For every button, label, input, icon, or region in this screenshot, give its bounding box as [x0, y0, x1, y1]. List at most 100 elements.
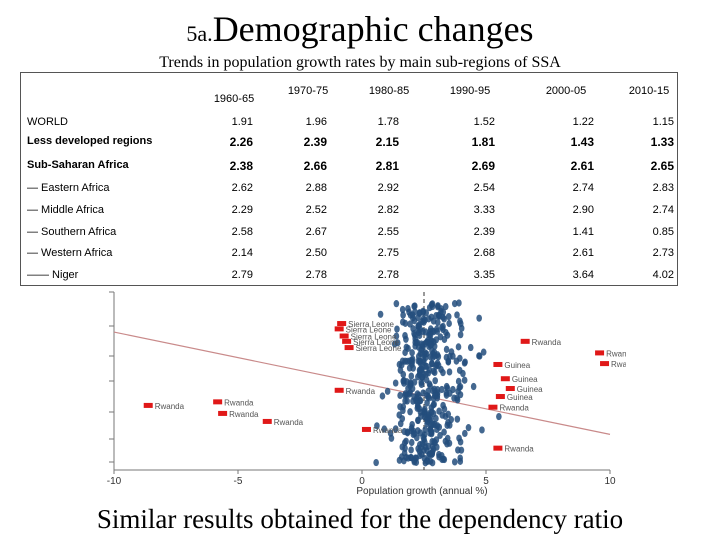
table-cell: 2.61 — [570, 159, 594, 173]
scatter-point — [427, 341, 434, 349]
x-tick-label: 10 — [604, 476, 616, 487]
table-cell: 2.92 — [377, 182, 399, 194]
scatter-point — [435, 302, 441, 310]
scatter-point — [457, 454, 463, 462]
scatter-point — [430, 367, 437, 375]
row-label: — Southern Africa — [27, 226, 117, 238]
caption: Similar results obtained for the depende… — [96, 504, 624, 534]
scatter-point — [399, 305, 406, 314]
scatter-point — [441, 455, 448, 464]
scatter-point — [432, 352, 438, 360]
table-cell: 2.83 — [652, 182, 674, 194]
table-cell: 2.68 — [473, 247, 495, 259]
point-label: Guinea — [507, 393, 533, 402]
scatter-point — [428, 313, 435, 321]
scatter-point — [422, 316, 428, 324]
scatter-point — [456, 434, 462, 442]
point-label: Rwanda — [274, 418, 304, 427]
table-cell: 2.29 — [231, 204, 253, 216]
scatter-point — [415, 416, 421, 425]
scatter-point — [442, 437, 449, 445]
row-label: WORLD — [27, 116, 68, 128]
scatter-point — [442, 302, 449, 311]
scatter-plot-svg: -10 -5 0 5 10 Population growth (annual %) Rwa… — [107, 291, 626, 497]
scatter-point — [476, 314, 482, 322]
point-label: Sierra Leone — [351, 333, 397, 342]
scatter-point — [409, 384, 416, 393]
scatter-point — [445, 419, 451, 427]
point-label: Rwanda — [606, 349, 626, 358]
scatter-point — [439, 385, 445, 394]
scatter-point — [434, 318, 441, 327]
table-cell: 2.74 — [572, 182, 594, 194]
scatter-point — [451, 300, 458, 308]
table-cell: 2.61 — [572, 247, 594, 259]
scatter-point — [416, 309, 423, 318]
scatter-point — [416, 405, 423, 413]
scatter-point — [398, 453, 405, 461]
row-label: Less developed regions — [27, 135, 153, 147]
table-cell: 3.35 — [473, 269, 495, 281]
scatter-point — [476, 352, 482, 360]
scatter-point — [405, 384, 411, 393]
scatter-point — [436, 407, 442, 415]
scatter-point — [440, 322, 446, 330]
scatter-point — [421, 407, 428, 415]
page-title: 5a.Demographic changes — [0, 8, 720, 50]
scatter-point — [398, 361, 405, 369]
scatter-point — [407, 408, 413, 416]
table-cell: 2.82 — [377, 204, 399, 216]
table-row: WORLD 1.91 1.96 1.78 1.52 1.22 1.15 — [21, 113, 677, 133]
point-label: Guinea — [504, 361, 530, 370]
labeled-point-marker — [493, 445, 503, 451]
point-label: Sierra Leone — [353, 338, 399, 347]
row-label: — Eastern Africa — [27, 182, 110, 194]
scatter-point — [460, 369, 466, 378]
scatter-point — [401, 427, 408, 436]
point-label: Rwanda — [611, 360, 626, 369]
scatter-point — [470, 382, 477, 391]
table-cell: 2.14 — [231, 247, 253, 259]
table-cell: 2.79 — [231, 269, 253, 281]
labeled-point-marker — [213, 399, 223, 405]
labeled-point-marker — [500, 376, 510, 382]
scatter-point — [429, 302, 436, 311]
scatter-point — [408, 446, 414, 454]
scatter-point — [393, 332, 400, 340]
scatter-point — [422, 443, 429, 451]
scatter-point — [381, 425, 388, 433]
table-cell: 2.65 — [650, 159, 674, 173]
scatter-point — [397, 391, 403, 399]
scatter-point — [411, 456, 417, 464]
scatter-point — [453, 357, 460, 365]
scatter-point — [434, 327, 441, 335]
table-row: Less developed regions 2.26 2.39 2.15 1.… — [21, 132, 677, 152]
scatter-point — [405, 344, 411, 352]
scatter-point — [410, 364, 416, 372]
scatter-point — [422, 328, 429, 336]
scatter-point — [415, 343, 422, 351]
scatter-point — [424, 417, 431, 425]
scatter-point — [416, 331, 423, 340]
column-header: 1960-65 — [213, 93, 255, 105]
scatter-point — [429, 442, 436, 451]
scatter-point — [416, 371, 423, 379]
scatter-point — [419, 365, 425, 373]
scatter-point — [433, 414, 439, 423]
trend-line — [113, 331, 611, 435]
table-cell: 2.15 — [375, 135, 399, 149]
scatter-point — [479, 426, 485, 434]
scatter-point — [410, 397, 416, 405]
scatter-point — [467, 343, 474, 352]
scatter-point — [415, 391, 422, 399]
table-cell: 1.41 — [572, 226, 594, 238]
table-cell: 2.39 — [303, 135, 327, 149]
table-cell: 2.58 — [231, 226, 253, 238]
point-label: Rwanda — [373, 426, 403, 435]
title-prefix: 5a. — [186, 21, 213, 46]
scatter-point — [425, 387, 431, 395]
scatter-point — [465, 424, 472, 432]
scatter-point — [411, 378, 418, 386]
scatter-point — [451, 458, 458, 466]
point-label: Rwanda — [532, 338, 562, 347]
